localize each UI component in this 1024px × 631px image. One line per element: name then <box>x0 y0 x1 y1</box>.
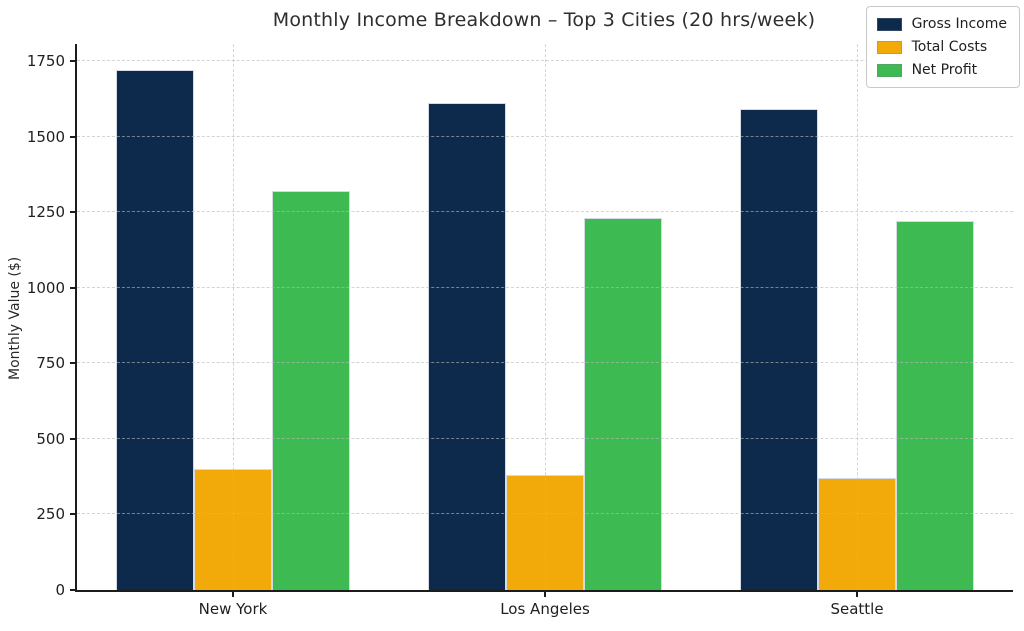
legend-swatch-icon <box>876 40 902 54</box>
y-tick-mark <box>70 59 76 62</box>
y-tick-mark <box>70 437 76 440</box>
legend-item-total-costs: Total Costs <box>876 39 1007 55</box>
y-axis-label: Monthly Value ($) <box>7 256 23 380</box>
legend-item-gross-income: Gross Income <box>876 16 1007 32</box>
bar-gross-income-new-york <box>115 70 194 590</box>
y-tick-label: 250 <box>36 505 65 524</box>
plot-area: 0 250 500 750 1000 1250 1500 1750 New York Los An… <box>27 44 1013 618</box>
y-tick-mark <box>70 211 76 214</box>
gridline-vertical <box>857 44 858 590</box>
bar-net-profit-seattle <box>896 221 974 590</box>
legend-swatch-icon <box>876 17 902 31</box>
x-tick-mark <box>856 591 858 597</box>
x-tick-mark <box>544 591 546 597</box>
bar-gross-income-los-angeles <box>428 103 506 590</box>
y-tick-label: 1750 <box>26 51 65 70</box>
legend-swatch-icon <box>876 63 902 77</box>
y-tick-mark <box>70 513 76 516</box>
x-tick-label-new-york: New York <box>198 600 268 618</box>
y-tick-label: 1250 <box>26 203 65 222</box>
legend-item-net-profit: Net Profit <box>876 62 1007 78</box>
y-tick-label: 1500 <box>26 127 65 146</box>
bar-gross-income-seattle <box>740 109 818 590</box>
gridline-vertical <box>545 44 546 590</box>
x-tick-mark <box>231 591 234 597</box>
bar-total-costs-los-angeles <box>506 475 584 590</box>
legend-label: Total Costs <box>911 39 988 55</box>
y-tick-label: 0 <box>55 581 65 599</box>
bar-net-profit-new-york <box>272 190 350 590</box>
y-tick-label: 1000 <box>26 278 65 297</box>
y-tick-label: 750 <box>36 354 65 373</box>
chart-title: Monthly Income Breakdown – Top 3 Cities … <box>272 9 816 31</box>
gridline-vertical <box>232 44 234 590</box>
x-tick-label-seattle: Seattle <box>830 600 884 618</box>
y-tick-label: 500 <box>36 429 65 448</box>
legend-label: Gross Income <box>911 16 1007 32</box>
y-tick-mark <box>70 362 76 365</box>
x-tick-label-los-angeles: Los Angeles <box>500 600 590 618</box>
y-tick-mark <box>70 589 76 591</box>
legend-label: Net Profit <box>911 62 978 78</box>
bar-total-costs-seattle <box>818 478 896 590</box>
y-tick-mark <box>70 286 76 289</box>
legend: Gross Income Total Costs Net Profit <box>865 6 1020 88</box>
y-tick-mark <box>70 135 76 138</box>
bar-net-profit-los-angeles <box>584 218 662 590</box>
